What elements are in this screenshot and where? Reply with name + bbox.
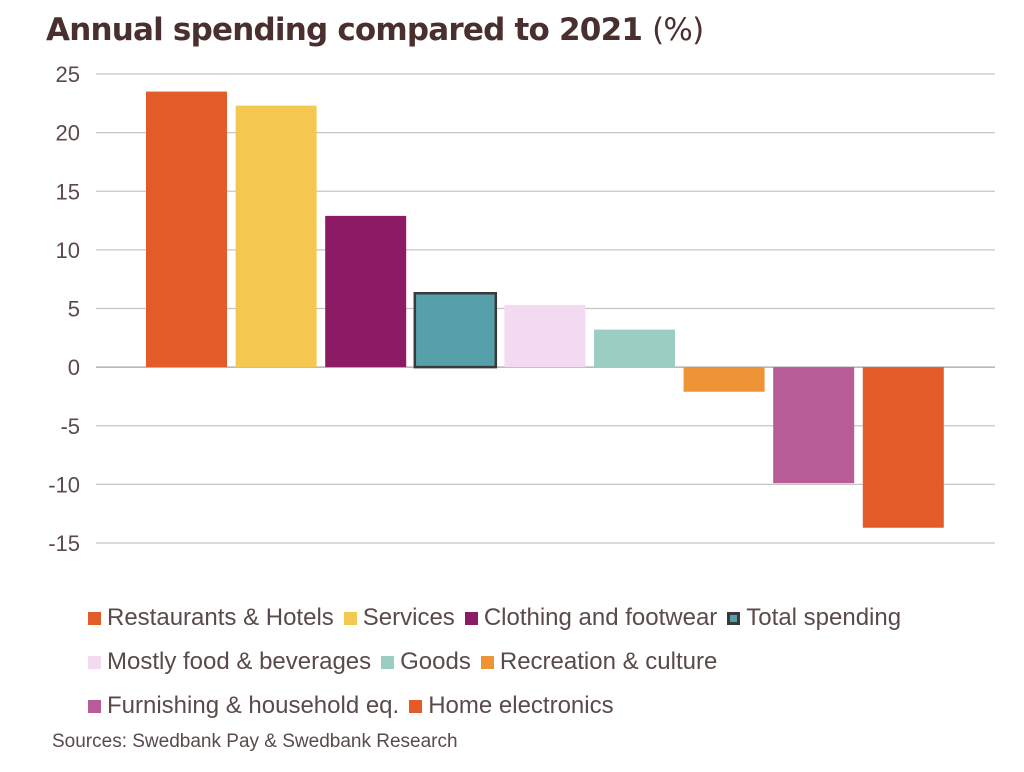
bar-furnishing-household-eq (773, 367, 855, 484)
legend-label: Home electronics (428, 692, 614, 719)
legend-item: Goods (381, 648, 471, 676)
y-axis-ticks: 25 20 15 10 5 0 -5 -10 -15 (48, 62, 80, 556)
bar-clothing-and-footwear (325, 215, 407, 368)
legend: Restaurants & Hotels Services Clothing and… (88, 596, 1008, 728)
legend-swatch (727, 611, 741, 625)
y-tick-label: 0 (68, 355, 80, 380)
chart-title-unit: (%) (652, 12, 704, 48)
y-tick-label: 10 (56, 238, 80, 263)
legend-label: Services (362, 604, 455, 631)
chart-title: Annual spending compared to 2021 (%) (46, 12, 704, 48)
legend-item: Total spending (727, 604, 901, 632)
chart-title-text: Annual spending compared to 2021 (46, 12, 643, 48)
legend-label: Recreation & culture (499, 648, 718, 675)
y-tick-label: 25 (56, 62, 80, 87)
legend-row: Restaurants & Hotels Services Clothing and… (88, 596, 1008, 640)
bar-home-electronics (862, 367, 944, 528)
legend-item: Recreation & culture (480, 648, 718, 676)
legend-item: Clothing and footwear (464, 604, 718, 632)
y-tick-label: -5 (60, 414, 80, 439)
bar-mostly-food-beverages (504, 304, 586, 368)
legend-swatch (343, 611, 357, 625)
bar-chart: 25 20 15 10 5 0 -5 -10 -15 (48, 62, 995, 556)
legend-label: Clothing and footwear (483, 604, 718, 631)
legend-item: Furnishing & household eq. (88, 692, 399, 720)
y-tick-label: -10 (48, 472, 80, 497)
legend-swatch (88, 611, 101, 625)
bars (146, 91, 944, 528)
legend-swatch (88, 699, 101, 713)
legend-item: Services (343, 604, 455, 632)
y-tick-label: 15 (56, 179, 80, 204)
bar-restaurants-hotels (146, 91, 227, 368)
legend-row: Furnishing & household eq. Home electroni… (88, 684, 1008, 728)
bar-recreation-culture (683, 367, 765, 392)
y-tick-label: -15 (48, 531, 80, 556)
legend-swatch (409, 699, 423, 713)
bar-total-spending (413, 292, 498, 369)
legend-item: Mostly food & beverages (88, 648, 371, 676)
legend-item: Home electronics (409, 692, 614, 720)
legend-label: Goods (400, 648, 471, 675)
legend-label: Restaurants & Hotels (107, 604, 334, 631)
legend-row: Mostly food & beverages Goods Recreation &… (88, 640, 1008, 684)
source-note: Sources: Swedbank Pay & Swedbank Researc… (52, 731, 458, 752)
legend-item: Restaurants & Hotels (88, 604, 334, 632)
y-tick-label: 20 (56, 121, 80, 146)
y-tick-label: 5 (68, 297, 80, 322)
legend-swatch (464, 611, 478, 625)
bar-goods (594, 329, 675, 368)
legend-swatch (480, 655, 494, 669)
legend-label: Total spending (746, 604, 902, 631)
bar-services (235, 105, 317, 368)
legend-label: Furnishing & household eq. (107, 692, 400, 719)
legend-label: Mostly food & beverages (107, 648, 372, 675)
legend-swatch (88, 655, 101, 669)
legend-swatch (381, 655, 395, 669)
